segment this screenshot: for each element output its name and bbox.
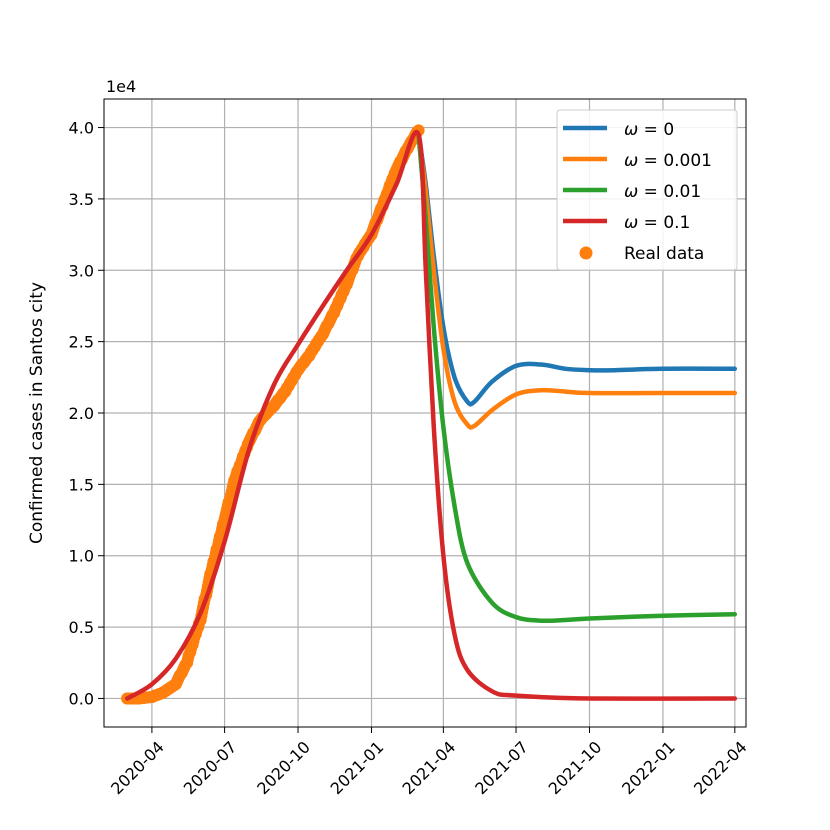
legend-equals: =	[638, 213, 663, 233]
y-tick-label: 1.5	[69, 475, 94, 494]
legend-symbol: ω	[624, 213, 638, 233]
legend-symbol: ω	[624, 182, 638, 202]
x-ticks: 2020-04 2020-07 2020-10 2021-01 2021-04 2021-…	[107, 727, 751, 798]
legend-label-real-data: Real data	[624, 244, 704, 264]
y-tick-label: 1.0	[69, 547, 94, 566]
legend-label-1: ω = 0.001	[624, 151, 712, 171]
real-data-point	[145, 691, 158, 704]
real-data-point	[157, 686, 170, 699]
y-tick-label: 3.5	[69, 190, 94, 209]
x-tick-label: 2020-04	[107, 737, 168, 798]
legend-equals: =	[638, 151, 663, 171]
x-tick-label: 2020-07	[180, 737, 241, 798]
legend-equals: =	[638, 182, 663, 202]
real-data-point	[279, 385, 292, 398]
x-tick-label: 2021-04	[399, 737, 460, 798]
series-layer	[121, 124, 738, 705]
legend-equals: =	[638, 120, 663, 140]
x-tick-label: 2020-10	[253, 737, 314, 798]
legend-label-2: ω = 0.01	[624, 182, 701, 202]
x-tick-label: 2021-01	[327, 737, 388, 798]
real-data-series	[121, 124, 425, 705]
legend-marker-real-data	[579, 246, 593, 260]
legend-symbol: ω	[624, 120, 638, 140]
real-data-point	[268, 399, 281, 412]
x-tick-label: 2021-10	[545, 737, 606, 798]
real-data-point	[340, 278, 353, 291]
series-line-1	[416, 132, 738, 430]
legend-value: 0.01	[663, 182, 701, 202]
legend-symbol: ω	[624, 151, 638, 171]
legend-label-3: ω = 0.1	[624, 213, 690, 233]
x-tick-label: 2021-07	[471, 737, 532, 798]
y-axis-label: Confirmed cases in Santos city	[27, 282, 47, 544]
y-tick-label: 2.0	[69, 404, 94, 423]
real-data-point	[169, 678, 182, 691]
series-line-2	[416, 132, 738, 624]
legend-value: 0.001	[663, 151, 712, 171]
legend-value: 0	[663, 120, 674, 140]
y-tick-label: 4.0	[69, 119, 94, 138]
y-tick-label: 0.5	[69, 618, 94, 637]
real-data-point	[292, 364, 305, 377]
real-data-point	[303, 349, 316, 362]
legend-label-0: ω = 0	[624, 120, 674, 140]
x-tick-label: 2022-04	[690, 737, 751, 798]
x-tick-label: 2022-01	[618, 737, 679, 798]
real-data-point	[327, 307, 340, 320]
y-tick-label: 0.0	[69, 689, 94, 708]
y-offset-label: 1e4	[106, 77, 136, 96]
y-tick-label: 3.0	[69, 261, 94, 280]
legend-value: 0.1	[663, 213, 690, 233]
real-data-point	[181, 656, 194, 669]
series-line-3	[124, 129, 738, 701]
legend-box	[556, 109, 738, 271]
y-tick-label: 2.5	[69, 333, 94, 352]
real-data-point	[316, 328, 329, 341]
y-ticks: 0.0 0.5 1.0 1.5 2.0 2.5 3.0 3.5 4.0	[69, 119, 104, 708]
